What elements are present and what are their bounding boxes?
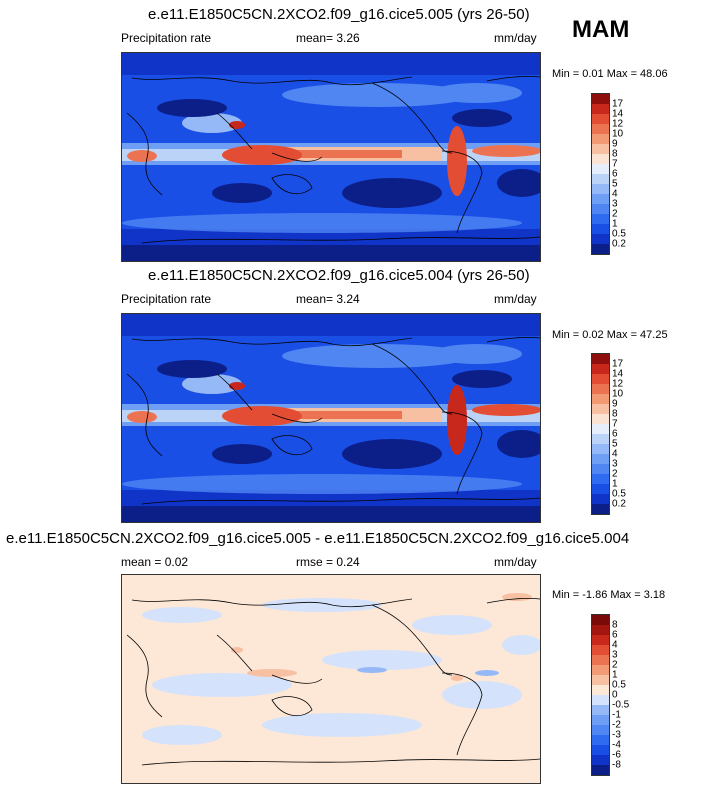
- panel-2-colorbar-tick: 14: [612, 368, 624, 380]
- panel-1-precip-map: [121, 52, 541, 262]
- panel-1-colorbar-tick: 12: [612, 118, 624, 130]
- panel-1-colorbar: 17 14 12 10 9 8 7 6 5 4 3 2 1 0.5 0.2: [591, 93, 626, 255]
- panel-1-colorbar-tick: 2: [612, 208, 618, 220]
- panel-3-colorbar-tick: 0.5: [612, 679, 626, 691]
- panel-1-colorbar-tick: 1: [612, 218, 618, 230]
- panel-1-mean-label: mean= 3.26: [296, 31, 360, 45]
- panel-2-units-label: mm/day: [494, 292, 537, 306]
- panel-3-units-label: mm/day: [494, 555, 537, 569]
- panel-1-colorbar-tick: 10: [612, 128, 624, 140]
- panel-1-colorbar-tick: 4: [612, 188, 618, 200]
- panel-3-colorbar-tick: -0.5: [612, 699, 630, 711]
- panel-1-colorbar-tick: 0.5: [612, 228, 626, 240]
- panel-1-title: e.e11.E1850C5CN.2XCO2.f09_g16.cice5.005 …: [148, 6, 530, 23]
- panel-3-difference-map: [121, 574, 541, 784]
- panel-3-colorbar: 8 6 4 3 2 1 0.5 0 -0.5 -1 -2 -3 -4 -6 -8: [591, 614, 629, 776]
- panel-3-colorbar-tick: 8: [612, 619, 618, 631]
- panel-2-colorbar-tick: 0.5: [612, 488, 626, 500]
- panel-3-rmse-label: rmse = 0.24: [296, 555, 360, 569]
- panel-2-mean-label: mean= 3.24: [296, 292, 360, 306]
- panel-2-precip-map: [121, 313, 541, 523]
- panel-3-colorbar-tick: 3: [612, 649, 618, 661]
- panel-2-variable-label: Precipitation rate: [121, 292, 212, 306]
- panel-1-colorbar-tick: 3: [612, 198, 618, 210]
- panel-2-colorbar: 17 14 12 10 9 8 7 6 5 4 3 2 1 0.5 0.2: [591, 353, 626, 515]
- panel-2-colorbar-tick: 1: [612, 478, 618, 490]
- panel-3-colorbar-tick: 6: [612, 629, 618, 641]
- panel-2-colorbar-tick: 12: [612, 378, 624, 390]
- panel-3-colorbar-tick: -4: [612, 739, 621, 751]
- panel-3-colorbar-tick: 1: [612, 669, 618, 681]
- panel-2-colorbar-tick: 7: [612, 418, 618, 430]
- panel-3-colorbar-tick: 4: [612, 639, 618, 651]
- panel-3-colorbar-tick: -1: [612, 709, 621, 721]
- panel-2-colorbar-tick: 9: [612, 398, 618, 410]
- panel-2-colorbar-tick: 2: [612, 468, 618, 480]
- panel-2-title: e.e11.E1850C5CN.2XCO2.f09_g16.cice5.004 …: [148, 267, 530, 284]
- panel-1-colorbar-tick: 0.2: [612, 238, 626, 250]
- panel-2-colorbar-tick: 5: [612, 438, 618, 450]
- panel-3-colorbar-tick: -3: [612, 729, 621, 741]
- panel-2-colorbar-tick: 3: [612, 458, 618, 470]
- panel-1-colorbar-tick: 8: [612, 148, 618, 160]
- panel-3-colorbar-tick: -2: [612, 719, 621, 731]
- panel-3-title: e.e11.E1850C5CN.2XCO2.f09_g16.cice5.005 …: [6, 530, 630, 547]
- panel-2-minmax: Min = 0.02 Max = 47.25: [552, 329, 668, 341]
- panel-2-colorbar-tick: 6: [612, 428, 618, 440]
- panel-1-colorbar-tick: 6: [612, 168, 618, 180]
- panel-3-minmax: Min = -1.86 Max = 3.18: [552, 589, 666, 601]
- panel-3-colorbar-tick: -6: [612, 749, 621, 761]
- panel-1-variable-label: Precipitation rate: [121, 31, 212, 45]
- panel-2-colorbar-tick: 17: [612, 358, 624, 370]
- panel-1-colorbar-tick: 17: [612, 98, 624, 110]
- panel-2-colorbar-tick: 0.2: [612, 498, 626, 510]
- panel-3-colorbar-tick: 2: [612, 659, 618, 671]
- panel-1-colorbar-tick: 5: [612, 178, 618, 190]
- panel-2-colorbar-tick: 10: [612, 388, 624, 400]
- panel-3-colorbar-tick: -8: [612, 759, 621, 771]
- panel-3-colorbar-tick: 0: [612, 689, 618, 701]
- panel-1-colorbar-tick: 14: [612, 108, 624, 120]
- panel-2-colorbar-tick: 8: [612, 408, 618, 420]
- season-label: MAM: [572, 16, 630, 43]
- panel-1-units-label: mm/day: [494, 31, 537, 45]
- panel-2-colorbar-tick: 4: [612, 448, 618, 460]
- panel-1-colorbar-tick: 7: [612, 158, 618, 170]
- panel-1-colorbar-tick: 9: [612, 138, 618, 150]
- panel-1-minmax: Min = 0.01 Max = 48.06: [552, 68, 668, 80]
- panel-3-mean-label: mean = 0.02: [121, 555, 189, 569]
